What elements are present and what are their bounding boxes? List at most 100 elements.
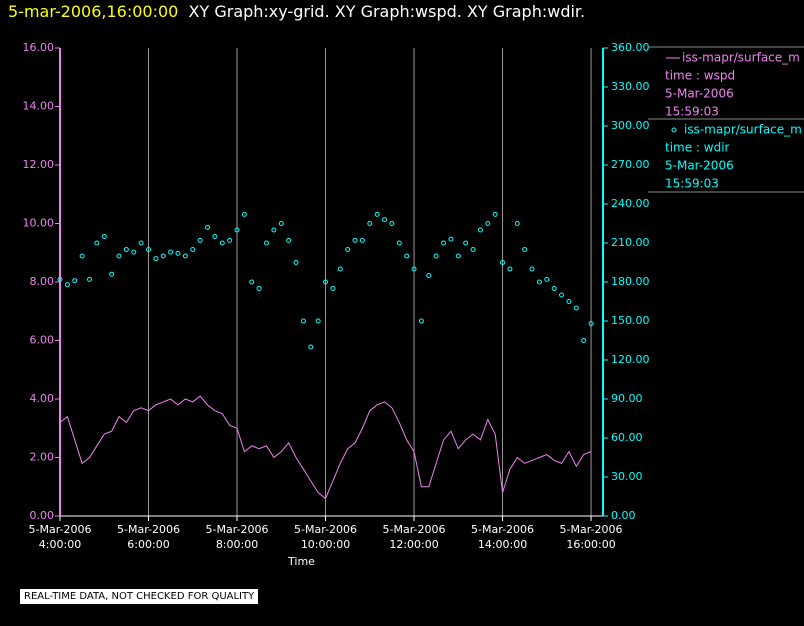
scatter-point xyxy=(470,247,476,252)
scatter-point xyxy=(315,318,321,324)
legend-line: 5-Mar-2006 xyxy=(665,87,734,101)
y-tick-label: 10.00 xyxy=(23,217,55,230)
y2-tick-label: 360.00 xyxy=(611,41,650,54)
x-tick-label: 5-Mar-2006 14:00:00 xyxy=(471,523,534,551)
scatter-point xyxy=(227,237,233,243)
scatter-point xyxy=(389,221,395,226)
scatter-point xyxy=(404,253,410,259)
scatter-point xyxy=(241,211,247,217)
scatter-point xyxy=(205,224,211,230)
scatter-point xyxy=(345,247,351,252)
y2-tick-label: 270.00 xyxy=(611,158,650,171)
scatter-point xyxy=(131,249,137,255)
scatter-point xyxy=(87,276,93,282)
scatter-point xyxy=(79,253,85,259)
scatter-point xyxy=(64,282,70,288)
scatter-point xyxy=(588,321,594,327)
scatter-point xyxy=(477,227,483,233)
y2-tick-label: 90.00 xyxy=(611,392,643,405)
scatter-point xyxy=(559,292,565,298)
scatter-point xyxy=(352,237,358,243)
scatter-point xyxy=(492,211,498,217)
y-tick-label: 0.00 xyxy=(30,509,55,522)
scatter-point xyxy=(426,273,432,278)
legend-name: iss-mapr/surface_m xyxy=(682,51,800,65)
y-tick-label: 4.00 xyxy=(30,392,55,405)
scatter-point xyxy=(507,266,513,272)
scatter-point xyxy=(485,221,491,226)
y2-tick-label: 330.00 xyxy=(611,80,650,93)
scatter-point xyxy=(72,278,78,284)
y-tick-label: 2.00 xyxy=(30,451,55,464)
y2-tick-label: 30.00 xyxy=(611,470,643,483)
y2-tick-label: 210.00 xyxy=(611,236,650,249)
scatter-point xyxy=(463,240,469,246)
x-tick-label: 5-Mar-2006 16:00:00 xyxy=(560,523,623,551)
legend-line: 5-Mar-2006 xyxy=(665,159,734,173)
legend-line: 15:59:03 xyxy=(665,177,719,191)
scatter-point xyxy=(536,279,542,285)
scatter-point xyxy=(551,286,557,291)
y-tick-label: 12.00 xyxy=(23,158,55,171)
scatter-point xyxy=(500,260,506,265)
scatter-point xyxy=(101,234,107,239)
scatter-point xyxy=(396,240,402,246)
scatter-point xyxy=(116,253,122,259)
y-tick-label: 6.00 xyxy=(30,334,55,347)
y2-tick-label: 0.00 xyxy=(611,509,636,522)
scatter-point xyxy=(212,234,218,239)
scatter-point xyxy=(249,279,255,285)
scatter-point xyxy=(219,240,225,246)
scatter-point xyxy=(448,236,454,242)
graph-list: XY Graph:xy-grid. XY Graph:wspd. XY Grap… xyxy=(188,2,586,21)
scatter-point xyxy=(359,237,365,243)
header: 5-mar-2006,16:00:00 XY Graph:xy-grid. XY… xyxy=(8,2,585,21)
x-tick-label: 5-Mar-2006 6:00:00 xyxy=(117,523,180,551)
y2-tick-label: 240.00 xyxy=(611,197,650,210)
scatter-point xyxy=(160,253,166,259)
scatter-point xyxy=(197,237,203,243)
x-tick-label: 5-Mar-2006 10:00:00 xyxy=(294,523,357,551)
scatter-point xyxy=(286,237,292,243)
legend-name: iss-mapr/surface_m xyxy=(684,123,802,137)
scatter-point xyxy=(418,318,424,324)
y2-tick-label: 300.00 xyxy=(611,119,650,132)
scatter-point xyxy=(441,240,447,246)
y2-tick-label: 60.00 xyxy=(611,431,643,444)
scatter-point xyxy=(411,266,417,272)
scatter-point xyxy=(514,221,520,226)
scatter-point xyxy=(168,249,174,255)
x-axis-label: Time xyxy=(287,555,315,568)
y-tick-label: 8.00 xyxy=(30,275,55,288)
scatter-point xyxy=(374,211,380,217)
scatter-point xyxy=(175,250,181,256)
scatter-point xyxy=(382,217,388,223)
legend-marker xyxy=(671,127,677,133)
scatter-point xyxy=(234,227,240,233)
x-tick-label: 5-Mar-2006 12:00:00 xyxy=(383,523,446,551)
x-tick-label: 5-Mar-2006 8:00:00 xyxy=(206,523,269,551)
scatter-point xyxy=(566,299,572,304)
scatter-point xyxy=(57,276,63,282)
scatter-point xyxy=(300,318,306,324)
scatter-point xyxy=(271,227,277,233)
scatter-point xyxy=(182,253,188,259)
scatter-point xyxy=(94,240,100,246)
scatter-point xyxy=(581,338,587,343)
scatter-point xyxy=(522,247,528,252)
scatter-point xyxy=(529,266,535,272)
timestamp: 5-mar-2006,16:00:00 xyxy=(8,2,179,21)
legend-line: time : wspd xyxy=(665,69,735,83)
scatter-point xyxy=(544,276,550,282)
legend-line: time : wdir xyxy=(665,141,730,155)
scatter-point xyxy=(337,266,343,272)
line-series xyxy=(59,395,592,500)
scatter-point xyxy=(455,253,461,259)
y-tick-label: 16.00 xyxy=(23,41,55,54)
scatter-point xyxy=(123,247,129,252)
scatter-point xyxy=(330,286,336,291)
scatter-point xyxy=(433,253,439,259)
scatter-point xyxy=(256,286,262,291)
